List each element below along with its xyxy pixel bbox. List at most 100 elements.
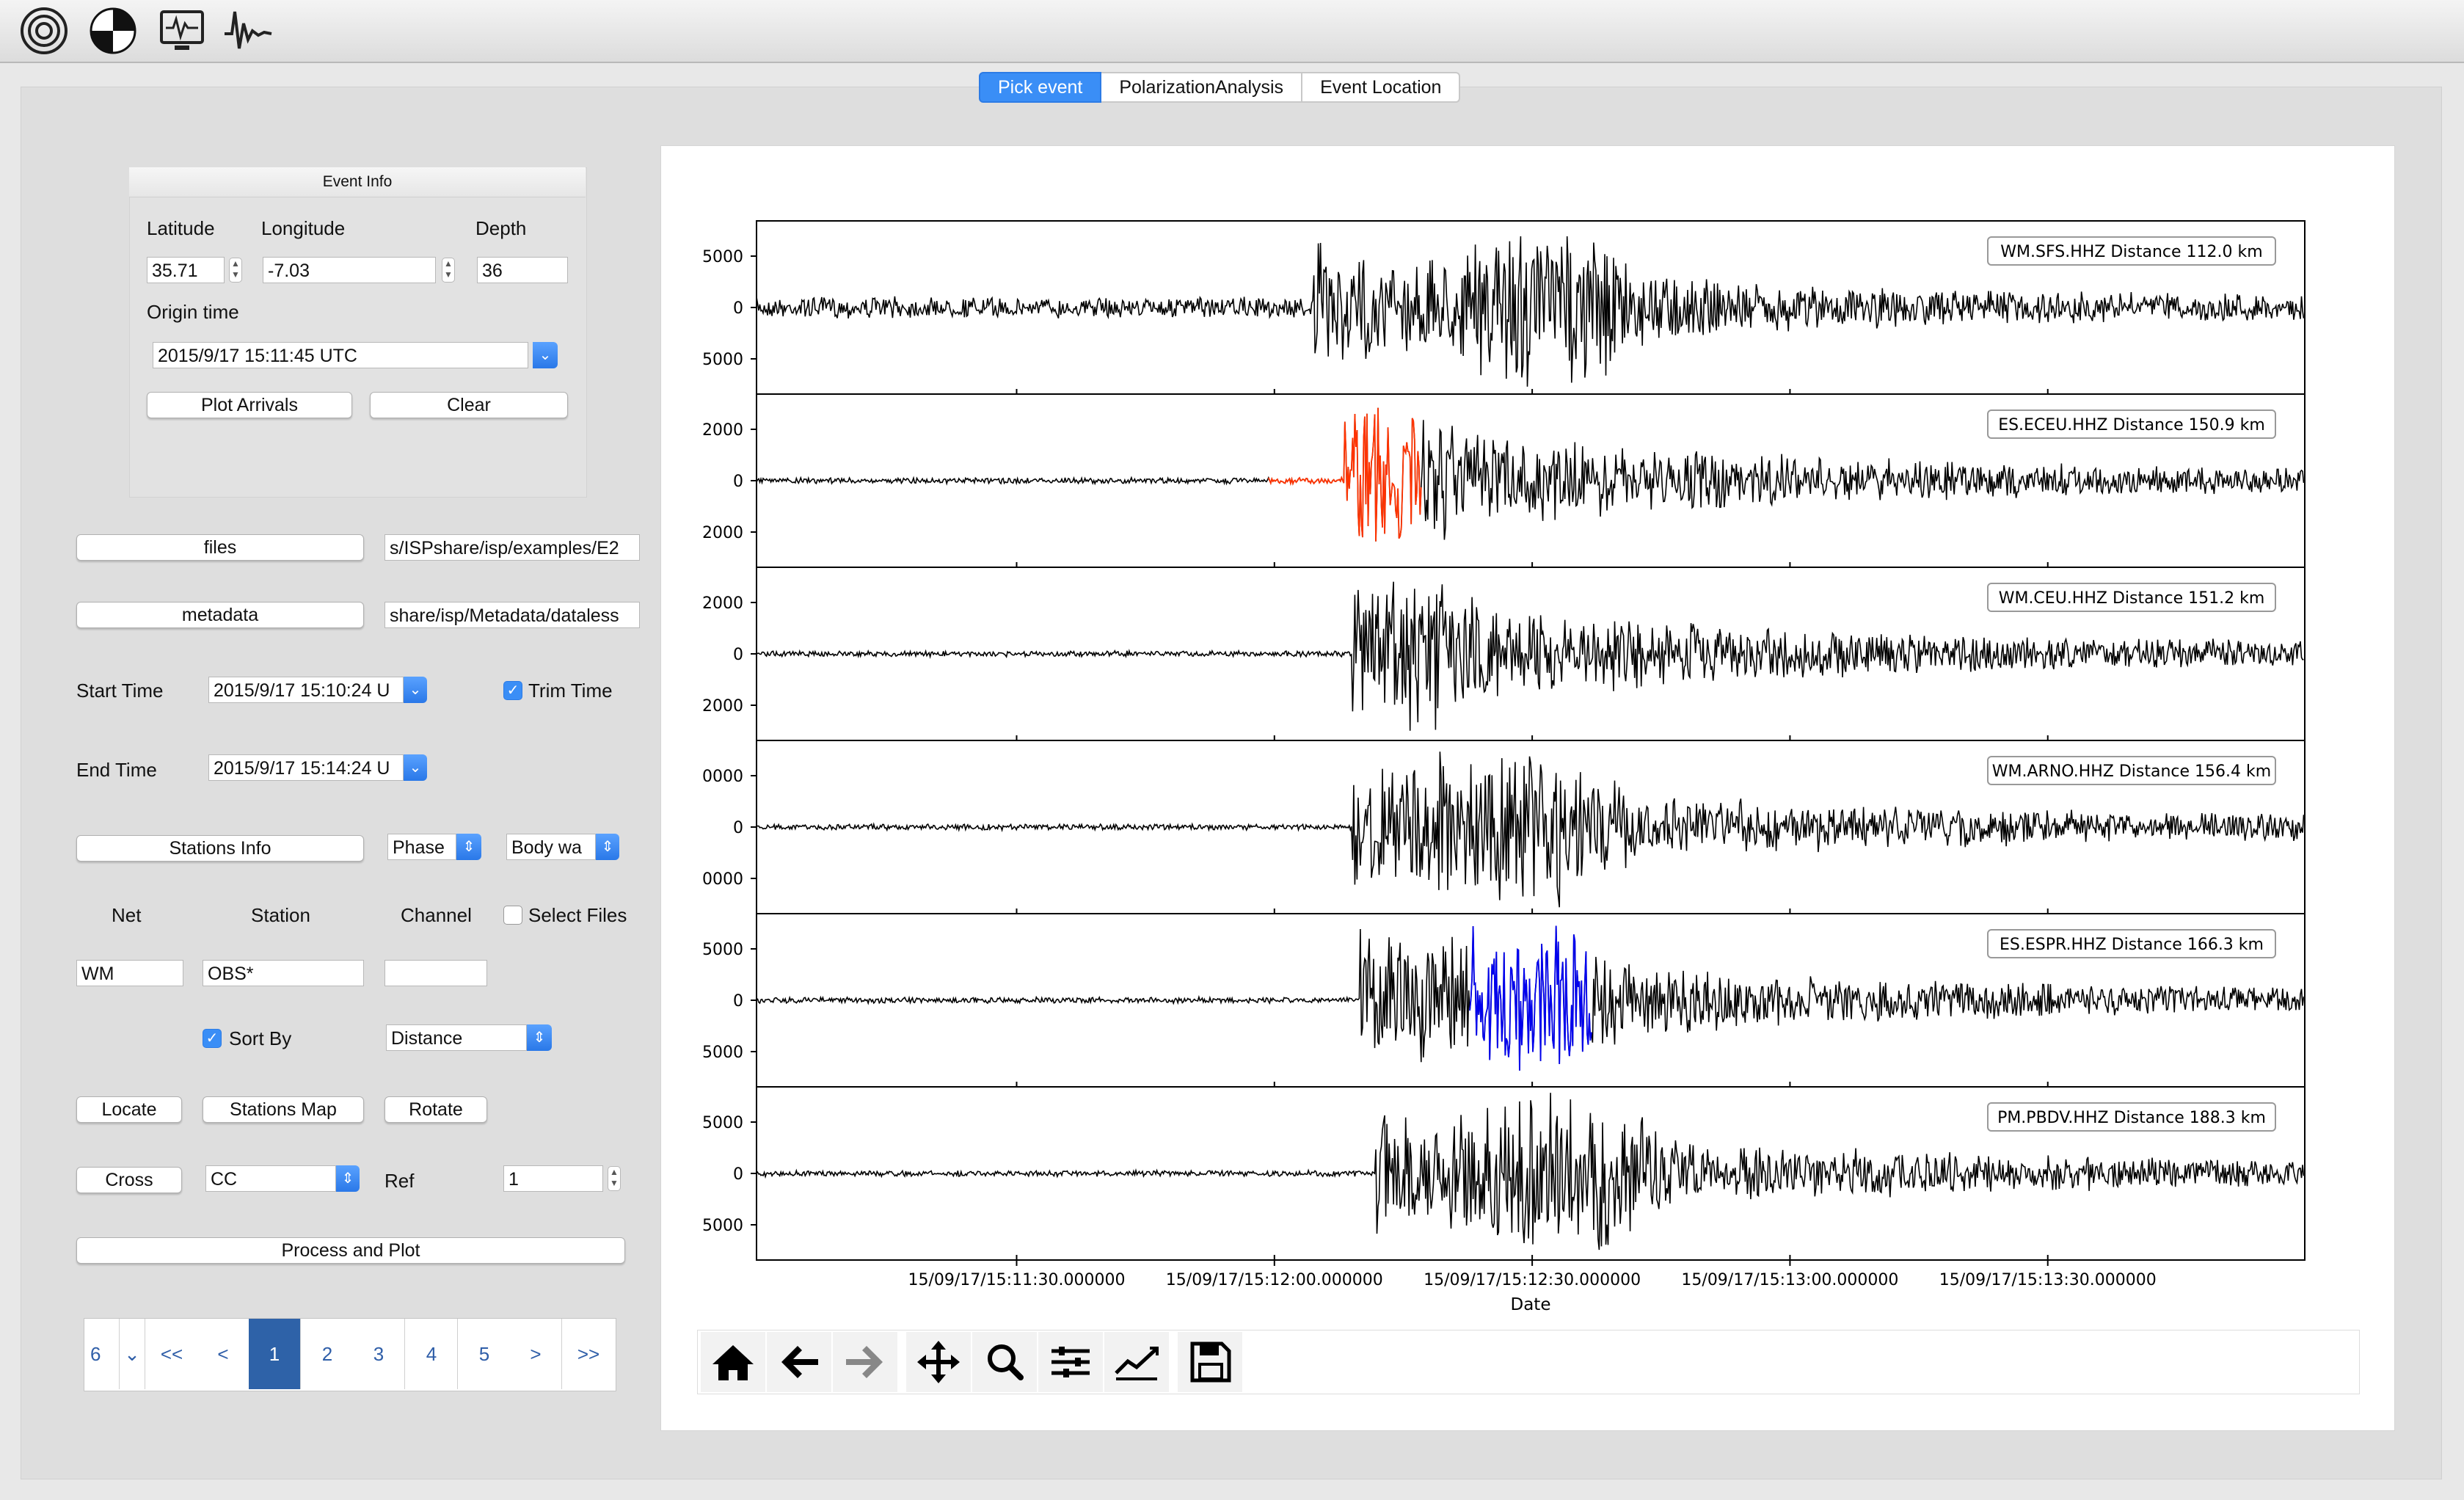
trace-label-box	[1987, 756, 2276, 785]
sort-by-checkbox[interactable]: ✓	[203, 1029, 222, 1048]
chevron-down-icon[interactable]: ⌄	[533, 342, 558, 368]
latitude-field[interactable]: 35.71	[147, 257, 225, 283]
origin-time-field[interactable]: 2015/9/17 15:11:45 UTC	[153, 342, 528, 368]
plot-navigation-toolbar	[697, 1330, 2360, 1394]
clear-button[interactable]: Clear	[370, 392, 568, 418]
chevron-down-icon[interactable]: ⌄	[120, 1319, 145, 1389]
trim-time-label: Trim Time	[528, 680, 613, 702]
ref-label: Ref	[384, 1170, 415, 1192]
ytick-label: 5000	[702, 941, 743, 959]
monitor-waveform-icon[interactable]	[157, 6, 207, 56]
longitude-stepper[interactable]: ▲ ▼	[442, 258, 455, 283]
page-prev[interactable]: <	[197, 1319, 249, 1389]
end-time-field[interactable]: 2015/9/17 15:14:24 U	[208, 754, 404, 781]
zoom-icon[interactable]	[972, 1332, 1038, 1392]
chevron-down-icon[interactable]: ⇕	[596, 834, 619, 860]
page-3[interactable]: 3	[353, 1319, 405, 1389]
station-field[interactable]: OBS*	[203, 960, 364, 986]
plot-arrivals-button[interactable]: Plot Arrivals	[147, 392, 352, 418]
locate-button[interactable]: Locate	[76, 1096, 182, 1123]
trace-label: ES.ECEU.HHZ Distance 150.9 km	[1998, 416, 2265, 434]
ytick-label: 0000	[702, 768, 743, 786]
tab-event-location[interactable]: Event Location	[1302, 72, 1461, 103]
page-1[interactable]: 1	[249, 1319, 301, 1389]
sort-by-select[interactable]: Distance	[386, 1024, 527, 1051]
longitude-label: Longitude	[261, 217, 346, 239]
longitude-field[interactable]: -7.03	[263, 257, 436, 283]
depth-label: Depth	[475, 217, 527, 239]
seismogram-rings-icon[interactable]	[19, 6, 69, 56]
trace-label-box	[1987, 236, 2276, 266]
metadata-button[interactable]: metadata	[76, 602, 364, 628]
page-5[interactable]: 5	[459, 1319, 511, 1389]
files-path-field[interactable]: s/ISPshare/isp/examples/E2	[384, 534, 640, 561]
origin-time-label: Origin time	[147, 301, 239, 323]
pagination: 6 ⌄ << < 1 2 3 4 5 > >>	[84, 1318, 616, 1391]
seismogram-figure[interactable]: 5000 0 5000 WM.SFS.HHZ Distance 112.0 km 200…	[660, 145, 2395, 1431]
ytick-label: 0	[733, 473, 743, 491]
edit-axis-icon[interactable]	[1104, 1332, 1170, 1392]
rotate-button[interactable]: Rotate	[384, 1096, 487, 1123]
save-icon[interactable]	[1178, 1332, 1243, 1392]
page-4[interactable]: 4	[406, 1319, 458, 1389]
chevron-down-icon[interactable]: ⇕	[527, 1024, 552, 1051]
xtick-label: 15/09/17/15:13:00.000000	[1681, 1271, 1898, 1289]
station-label: Station	[251, 904, 310, 926]
chevron-down-icon[interactable]: ⌄	[404, 677, 427, 703]
ytick-label: 5000	[702, 1114, 743, 1132]
configure-subplots-icon[interactable]	[1038, 1332, 1104, 1392]
ref-field[interactable]: 1	[503, 1165, 603, 1192]
ytick-label: 0	[733, 992, 743, 1011]
forward-arrow-icon[interactable]	[833, 1332, 898, 1392]
select-files-checkbox[interactable]	[503, 906, 522, 925]
page-last[interactable]: >>	[563, 1319, 614, 1389]
start-time-label: Start Time	[76, 680, 164, 702]
trim-time-checkbox[interactable]: ✓	[503, 681, 522, 700]
chevron-down-icon[interactable]: ⌄	[404, 754, 427, 781]
latitude-stepper[interactable]: ▲ ▼	[229, 258, 242, 283]
trace-label: ES.ESPR.HHZ Distance 166.3 km	[2000, 936, 2264, 954]
stations-map-button[interactable]: Stations Map	[203, 1096, 364, 1123]
trace-label-box	[1987, 929, 2276, 958]
ytick-label: 5000	[702, 351, 743, 369]
waveform-icon[interactable]	[223, 6, 273, 56]
chevron-down-icon[interactable]: ⇕	[456, 834, 481, 860]
start-time-field[interactable]: 2015/9/17 15:10:24 U	[208, 677, 404, 703]
waveform-trace-5	[756, 1093, 2305, 1250]
depth-field[interactable]: 36	[477, 257, 568, 283]
page-2[interactable]: 2	[302, 1319, 354, 1389]
chevron-down-icon[interactable]: ⇕	[336, 1165, 360, 1192]
ref-stepper[interactable]: ▲ ▼	[608, 1166, 621, 1191]
cross-button[interactable]: Cross	[76, 1167, 182, 1193]
cross-mode-select[interactable]: CC	[205, 1165, 336, 1192]
ytick-label: 2000	[702, 697, 743, 716]
channel-field[interactable]	[384, 960, 487, 986]
page-next[interactable]: >	[510, 1319, 562, 1389]
home-icon[interactable]	[701, 1332, 766, 1392]
ytick-label: 2000	[702, 594, 743, 613]
ytick-label: 2000	[702, 421, 743, 440]
waveform-trace-1	[756, 407, 2305, 542]
tab-polarization-analysis[interactable]: PolarizationAnalysis	[1101, 72, 1303, 103]
stations-info-button[interactable]: Stations Info	[76, 835, 364, 862]
net-field[interactable]: WM	[76, 960, 183, 986]
per-page-select[interactable]: 6	[84, 1319, 120, 1389]
xtick-label: 15/09/17/15:12:30.000000	[1424, 1271, 1641, 1289]
metadata-path-field[interactable]: share/isp/Metadata/dataless	[384, 602, 640, 628]
files-button[interactable]: files	[76, 534, 364, 561]
phase-select[interactable]: Phase	[387, 834, 456, 860]
ytick-label: 0	[733, 819, 743, 837]
page-first[interactable]: <<	[146, 1319, 198, 1389]
pick-highlight-4	[1469, 925, 1592, 1071]
back-arrow-icon[interactable]	[767, 1332, 832, 1392]
net-label: Net	[112, 904, 142, 926]
tab-pick-event[interactable]: Pick event	[979, 72, 1102, 103]
seismogram-plot[interactable]: 5000 0 5000 WM.SFS.HHZ Distance 112.0 km 200…	[661, 146, 2394, 1430]
wave-type-select[interactable]: Body wa	[506, 834, 596, 860]
focal-mechanism-icon[interactable]	[88, 6, 138, 56]
trace-label: WM.SFS.HHZ Distance 112.0 km	[2000, 243, 2262, 261]
process-and-plot-button[interactable]: Process and Plot	[76, 1237, 625, 1264]
pan-icon[interactable]	[906, 1332, 972, 1392]
app-toolbar	[0, 0, 2464, 63]
channel-label: Channel	[401, 904, 472, 926]
